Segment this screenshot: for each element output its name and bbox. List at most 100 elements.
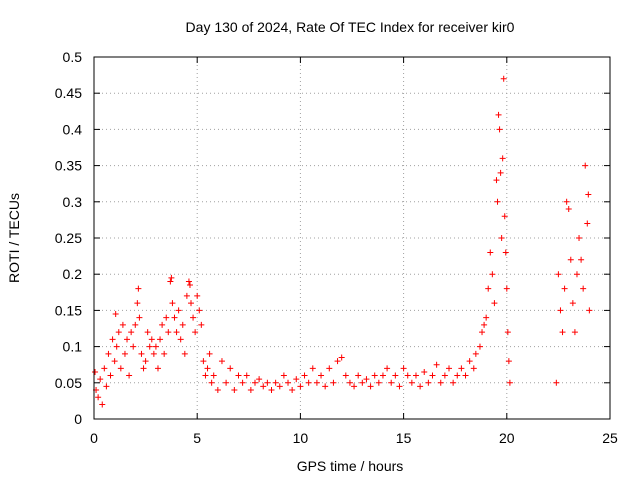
data-point [580,285,587,292]
data-point [154,365,161,372]
data-point [375,379,382,386]
data-point [126,372,133,379]
data-point [152,343,159,350]
data-point [305,379,312,386]
data-point [408,379,415,386]
data-point [569,300,576,307]
data-point [119,321,126,328]
data-point [392,372,399,379]
data-point [95,394,102,401]
data-point [563,198,570,205]
data-point [458,365,465,372]
data-point [243,372,250,379]
data-point [493,177,500,184]
data-point [97,376,104,383]
x-tick-label: 0 [90,430,98,446]
x-axis-label: GPS time / hours [297,458,404,474]
data-point [462,372,469,379]
data-point [185,278,192,285]
data-point [251,379,258,386]
data-point [181,350,188,357]
data-point [561,285,568,292]
plot-frame [93,56,611,420]
data-point [148,336,155,343]
data-point [496,126,503,133]
data-point [177,336,184,343]
data-point [503,285,510,292]
data-point [565,206,572,213]
data-point [342,372,349,379]
data-point [227,365,234,372]
data-point [466,358,473,365]
data-point [555,271,562,278]
data-point [338,354,345,361]
data-point [128,329,135,336]
data-point [289,387,296,394]
data-point [326,365,333,372]
data-point [223,379,230,386]
data-point [504,329,511,336]
data-point [330,379,337,386]
data-point [140,365,147,372]
data-point [371,372,378,379]
data-point [136,314,143,321]
data-point [491,300,498,307]
data-point [111,358,118,365]
data-point [412,372,419,379]
data-point [576,235,583,241]
data-point [379,372,386,379]
data-point [202,372,209,379]
data-point [396,383,403,390]
data-point [167,278,174,285]
data-point [179,321,186,328]
x-tick-label: 15 [396,430,412,446]
data-point [105,350,112,357]
x-tick-label: 20 [499,430,515,446]
data-point [586,307,593,314]
data-point [506,379,513,386]
y-tick-label: 0.35 [55,158,82,174]
data-point [190,314,197,321]
data-point [497,169,504,176]
x-tick-label: 5 [193,430,201,446]
data-point [101,365,108,372]
data-point [200,358,207,365]
data-point [489,271,496,278]
data-point [210,372,217,379]
data-point [285,379,292,386]
data-point [309,365,316,372]
data-point [557,307,564,314]
data-point [429,372,436,379]
data-point [446,365,453,372]
data-point [135,285,142,292]
y-axis-label: ROTI / TECUs [6,193,22,283]
data-point [553,379,560,386]
data-point [582,162,589,169]
data-point [146,343,153,350]
data-point [346,379,353,386]
data-point [183,292,190,299]
x-axis-ticks: 0 5 10 15 20 25 [90,57,618,446]
data-point [235,372,242,379]
data-point [297,383,304,390]
data-points [92,75,593,408]
data-point [318,372,325,379]
data-point [571,329,578,336]
data-point [384,365,391,372]
data-point [175,307,182,314]
data-point [157,336,164,343]
data-point [130,343,137,350]
data-point [502,249,509,256]
data-point [272,379,279,386]
data-point [485,285,492,292]
y-tick-label: 0.45 [55,85,82,101]
data-point [163,314,170,321]
data-point [121,350,128,357]
data-point [280,372,287,379]
data-point [495,111,502,118]
data-point [351,383,358,390]
data-point [173,329,180,336]
y-tick-label: 0.05 [55,375,82,391]
